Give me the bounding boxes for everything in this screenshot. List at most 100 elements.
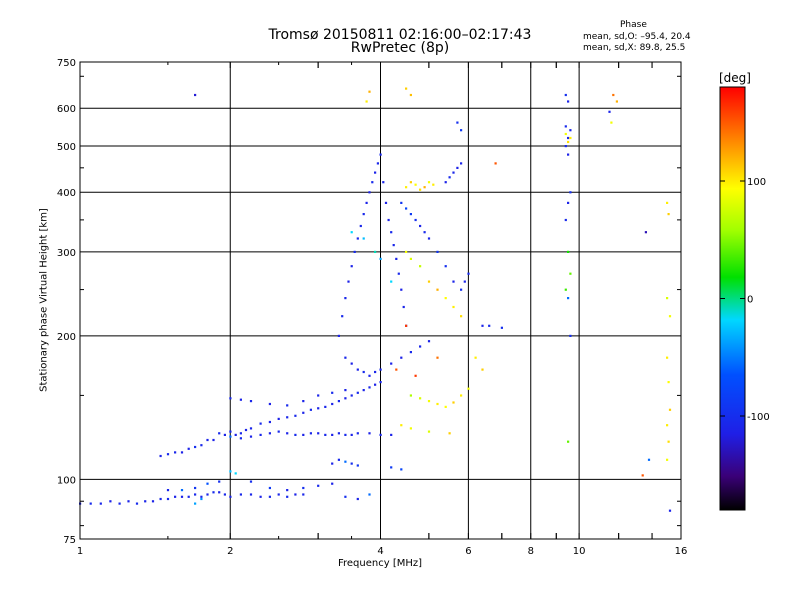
- data-point: [569, 129, 572, 132]
- data-point: [379, 381, 382, 384]
- data-point: [223, 433, 226, 436]
- data-point: [481, 324, 484, 327]
- y-tick-label: 600: [57, 104, 76, 115]
- data-point: [194, 502, 197, 505]
- data-point: [180, 495, 184, 498]
- data-point: [286, 489, 289, 492]
- data-point: [365, 100, 368, 103]
- data-point: [374, 383, 377, 386]
- data-point: [324, 405, 327, 408]
- data-point: [268, 420, 271, 424]
- data-point: [341, 315, 344, 318]
- data-point: [641, 474, 644, 477]
- data-point: [249, 427, 253, 430]
- data-point: [344, 297, 347, 300]
- y-tick-label: 500: [57, 142, 76, 153]
- data-point: [286, 404, 289, 407]
- data-point: [234, 472, 237, 475]
- y-tick-label: 750: [57, 58, 76, 69]
- data-point: [206, 482, 209, 485]
- data-point: [379, 153, 382, 156]
- data-point: [223, 493, 226, 496]
- data-point: [448, 432, 451, 435]
- data-point: [337, 334, 340, 337]
- data-point: [456, 121, 459, 124]
- data-point: [500, 326, 503, 329]
- data-point: [390, 231, 393, 234]
- data-point: [400, 201, 403, 204]
- data-point: [405, 186, 408, 189]
- data-point: [331, 462, 334, 465]
- data-point: [444, 265, 447, 268]
- data-point: [414, 183, 417, 186]
- data-point: [667, 440, 670, 443]
- data-point: [452, 401, 455, 404]
- data-point: [387, 218, 390, 222]
- colorbar-tick-label: 0: [747, 295, 753, 306]
- data-point: [356, 497, 359, 501]
- data-point: [302, 433, 305, 436]
- data-point: [344, 397, 347, 400]
- data-point: [99, 502, 102, 505]
- data-point: [405, 207, 408, 210]
- data-point: [444, 181, 447, 184]
- data-point: [419, 345, 422, 348]
- data-point: [467, 387, 470, 390]
- data-point: [488, 324, 491, 327]
- data-point: [400, 468, 403, 471]
- colorbar-label: [deg]: [719, 71, 751, 85]
- tick-labels: 1 2 4 6 8 10 16 75 100 200 300 400 500 600 750: [57, 58, 687, 557]
- data-point: [166, 489, 170, 492]
- data-point: [668, 509, 672, 512]
- data-point: [187, 495, 190, 498]
- data-point: [302, 486, 305, 490]
- x-tick-label: 8: [528, 546, 534, 557]
- data-point: [427, 237, 431, 240]
- data-point: [331, 482, 334, 485]
- data-point: [239, 437, 242, 440]
- data-point: [427, 400, 431, 403]
- data-point: [419, 265, 422, 268]
- data-point: [666, 356, 669, 359]
- data-point: [564, 288, 567, 291]
- data-point: [218, 491, 221, 494]
- data-point: [368, 90, 371, 93]
- data-point: [286, 432, 289, 435]
- data-point: [144, 500, 147, 503]
- data-point: [371, 181, 374, 184]
- data-point: [294, 414, 297, 417]
- data-point: [405, 324, 408, 327]
- data-point: [409, 181, 412, 184]
- data-point: [350, 362, 353, 365]
- data-point: [135, 502, 139, 505]
- data-point: [419, 188, 422, 191]
- data-point: [212, 491, 215, 494]
- data-point: [194, 493, 197, 496]
- data-point: [666, 424, 669, 427]
- data-point: [427, 181, 431, 184]
- data-point: [89, 502, 92, 505]
- data-point: [268, 402, 271, 406]
- data-point: [302, 400, 305, 403]
- data-point: [567, 201, 570, 204]
- phase-stats-heading: Phase: [620, 20, 647, 30]
- data-point: [374, 171, 377, 174]
- data-point: [392, 244, 395, 247]
- data-point: [344, 495, 347, 498]
- data-point: [194, 93, 197, 97]
- data-point: [268, 486, 271, 490]
- data-point: [356, 464, 359, 467]
- data-point: [317, 407, 320, 410]
- data-point: [564, 125, 567, 128]
- data-point: [405, 87, 408, 90]
- y-tick-label: 100: [57, 475, 76, 486]
- data-point: [564, 93, 567, 97]
- data-point: [382, 181, 385, 184]
- data-point: [569, 191, 572, 194]
- data-point: [460, 315, 463, 318]
- data-point: [294, 433, 297, 436]
- data-point: [218, 480, 221, 483]
- data-point: [374, 250, 377, 253]
- data-point: [206, 493, 209, 496]
